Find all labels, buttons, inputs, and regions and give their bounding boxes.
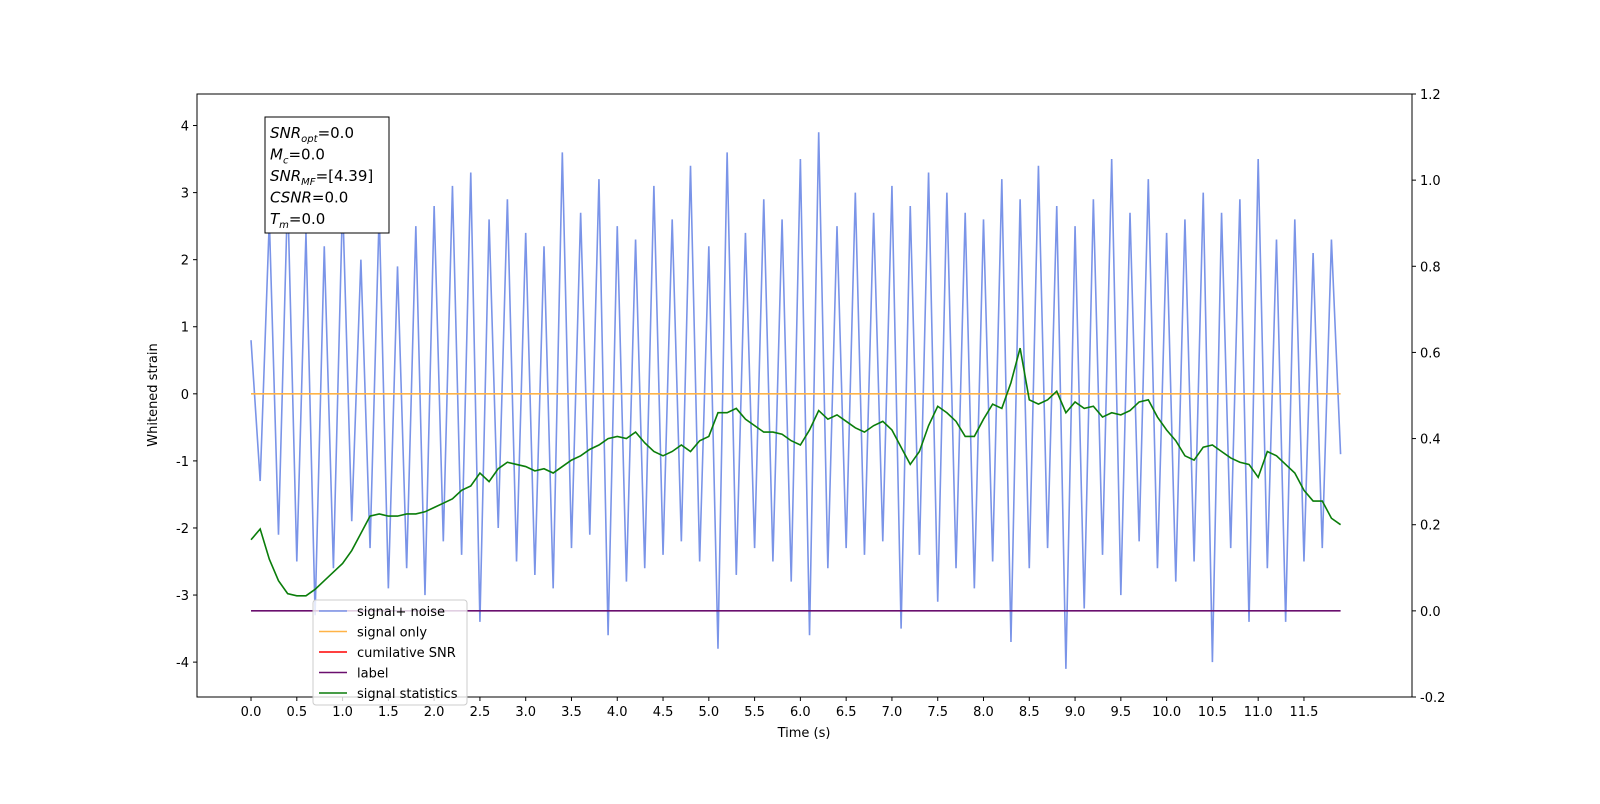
y2-tick-label: 0.2	[1420, 519, 1441, 534]
stats-value: =0.0	[289, 210, 325, 228]
x-axis-label: Time (s)	[777, 726, 831, 741]
stats-value: =0.0	[318, 124, 354, 142]
stats-subscript: m	[279, 220, 289, 231]
x-tick-label: 0.0	[241, 705, 262, 720]
legend-frame	[312, 599, 468, 706]
stats-value: =[4.39]	[316, 167, 374, 185]
x-tick-label: 9.0	[1065, 705, 1086, 720]
y-tick-label: 0	[181, 388, 189, 403]
y2-tick-label: 1.0	[1420, 174, 1441, 189]
legend: signal+ noise signal only cumilative SNR la…	[312, 599, 468, 706]
stats-name: CSNR	[270, 189, 312, 207]
x-tick-label: 0.5	[286, 705, 307, 720]
stats-line: Tm=0.0	[270, 210, 325, 231]
y-tick-label: -3	[176, 589, 189, 604]
x-tick-label: 7.5	[927, 705, 948, 720]
series-line	[250, 132, 1342, 669]
y2-tick-label: 0.8	[1420, 260, 1441, 275]
stats-name: T	[270, 210, 281, 228]
stats-box-frame	[264, 116, 390, 234]
x-tick-label: 5.5	[744, 705, 765, 720]
x-tick-label: 1.5	[378, 705, 399, 720]
legend-label: cumilative SNR	[357, 646, 456, 661]
y-tick-label: -4	[176, 656, 189, 671]
y-tick-label: 1	[181, 321, 189, 336]
stats-subscript: MF	[301, 177, 316, 188]
stats-line: CSNR=0.0	[270, 189, 348, 207]
x-tick-label: 9.5	[1110, 705, 1131, 720]
x-tick-label: 8.5	[1019, 705, 1040, 720]
y-tick-label: 4	[181, 120, 189, 135]
x-tick-label: 4.5	[653, 705, 674, 720]
stats-name: M	[270, 146, 283, 164]
x-tick-label: 2.5	[470, 705, 491, 720]
stats-subscript: c	[283, 156, 289, 167]
legend-label: signal+ noise	[357, 605, 445, 620]
y2-tick-label: 0.0	[1420, 605, 1441, 620]
x-tick-label: 2.0	[424, 705, 445, 720]
x-tick-label: 3.0	[515, 705, 536, 720]
y2-tick-label: 0.6	[1420, 346, 1441, 361]
stats-box: SNRopt=0.0Mc=0.0SNRMF=[4.39]CSNR=0.0Tm=0…	[264, 116, 390, 234]
stats-name: SNR	[270, 124, 301, 142]
x-tick-label: 6.5	[836, 705, 857, 720]
legend-label: signal statistics	[357, 687, 458, 702]
stats-name: SNR	[270, 167, 301, 185]
y-tick-label: -1	[176, 455, 189, 470]
x-tick-label: 8.0	[973, 705, 994, 720]
x-tick-label: 10.0	[1152, 705, 1181, 720]
y2-tick-label: 1.2	[1420, 88, 1441, 103]
y2-tick-label: 0.4	[1420, 433, 1441, 448]
y-tick-label: -2	[176, 522, 189, 537]
x-tick-label: 10.5	[1198, 705, 1227, 720]
y2-tick-label: -0.2	[1420, 691, 1445, 706]
stats-line: SNRopt=0.0	[270, 124, 354, 145]
x-tick-label: 5.0	[698, 705, 719, 720]
series-line	[250, 347, 1342, 597]
x-tick-label: 7.0	[882, 705, 903, 720]
legend-label: label	[357, 667, 388, 682]
x-tick-label: 6.0	[790, 705, 811, 720]
y-tick-label: 3	[181, 187, 189, 202]
plot-frame	[196, 93, 1413, 698]
stats-line: SNRMF=[4.39]	[270, 167, 373, 188]
x-tick-label: 11.5	[1289, 705, 1318, 720]
stats-line: Mc=0.0	[270, 146, 325, 167]
stats-subscript: opt	[301, 134, 318, 145]
stats-value: =0.0	[288, 146, 324, 164]
stats-value: =0.0	[312, 189, 348, 207]
y-axis-label: Whitened strain	[146, 343, 161, 446]
x-tick-label: 4.0	[607, 705, 628, 720]
y-tick-label: 2	[181, 254, 189, 269]
x-tick-label: 3.5	[561, 705, 582, 720]
legend-label: signal only	[357, 626, 427, 641]
x-tick-label: 1.0	[332, 705, 353, 720]
x-tick-label: 11.0	[1244, 705, 1273, 720]
